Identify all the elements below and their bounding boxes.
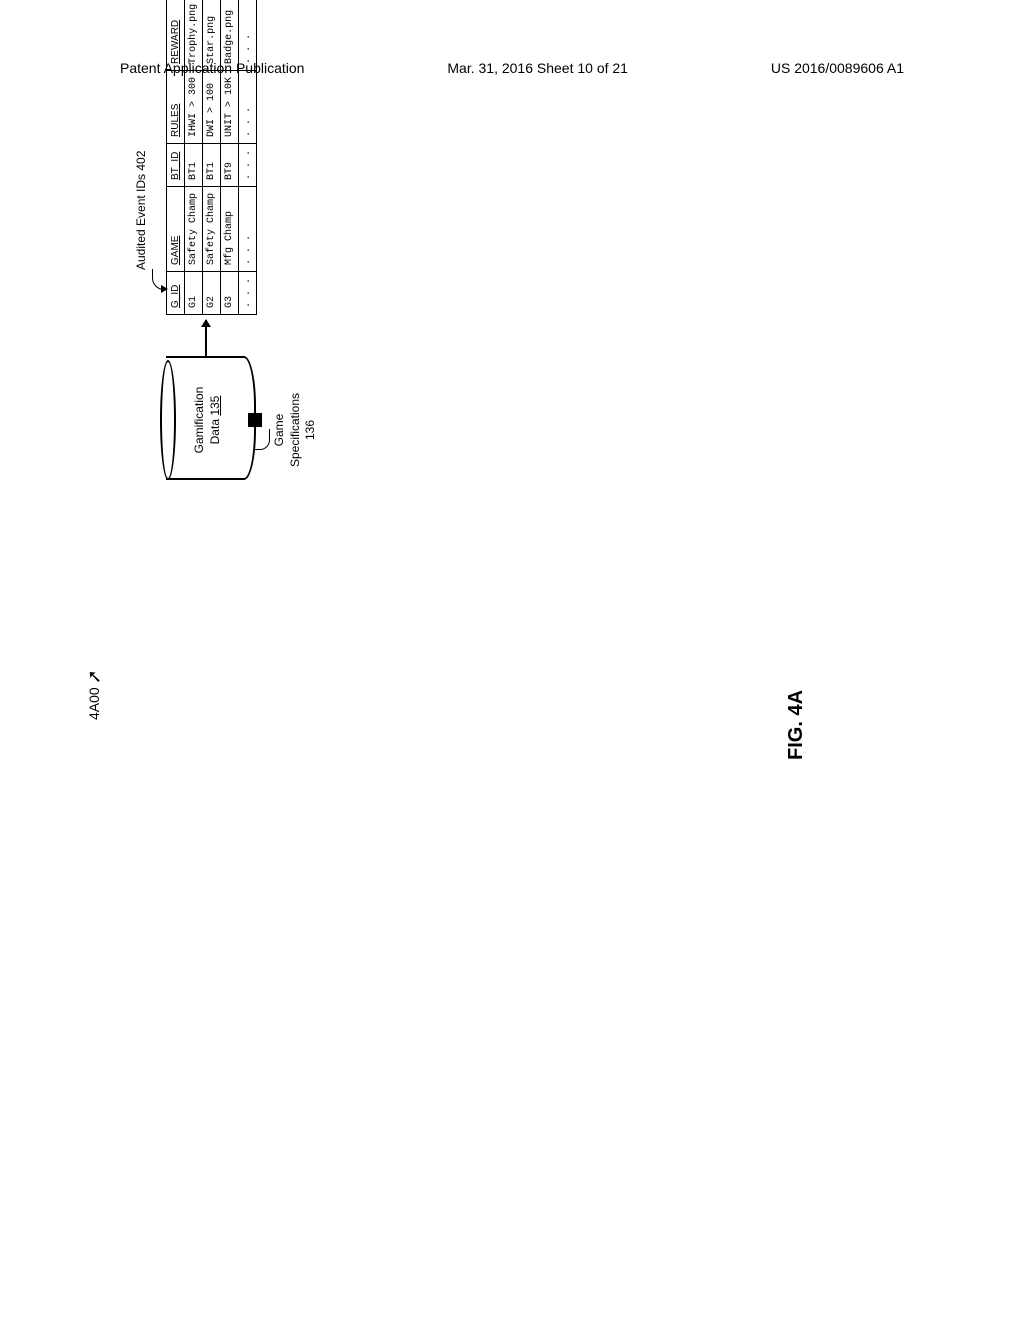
database-cylinder-icon: Gamification Data 135 (160, 360, 260, 480)
game-data-table: G_ID GAME BT_ID RULES REWARD PLAYER SOCI… (166, 0, 257, 315)
cylinder-label: Gamification Data 135 (192, 360, 223, 480)
page-header: Patent Application Publication Mar. 31, … (0, 60, 1024, 76)
header-center: Mar. 31, 2016 Sheet 10 of 21 (447, 60, 628, 76)
figure-caption: FIG. 4A (785, 690, 808, 760)
col-rules: RULES (167, 70, 185, 143)
table-row: . . . . . . . . . . . . . . . . . . . . … (239, 0, 257, 315)
game-spec-label: Game Specifications 136 (272, 365, 319, 495)
audited-hook-icon (152, 269, 167, 290)
figure-reference-label: 4A00 ➚ (85, 669, 103, 720)
col-g-id: G_ID (167, 271, 185, 314)
table-header-row: G_ID GAME BT_ID RULES REWARD PLAYER SOCI… (167, 0, 185, 315)
col-bt-id: BT_ID (167, 143, 185, 186)
reference-arrow-icon: ➚ (85, 669, 103, 684)
header-right: US 2016/0089606 A1 (771, 60, 904, 76)
col-game: GAME (167, 186, 185, 271)
table-row: G2 Safety Champ BT1 DWI > 100 Star.png G… (203, 0, 221, 315)
pointer-connector-icon (254, 429, 270, 450)
col-reward: REWARD (167, 0, 185, 70)
table-row: G3 Mfg Champ BT9 UNIT > 10K Badge.png Gr… (221, 0, 239, 315)
connector-arrow-icon (205, 320, 207, 358)
audited-event-ids-label: Audited Event IDs 402 (134, 151, 148, 270)
figure-content: Gamification Data 135 Game Specification… (160, 0, 260, 490)
game-spec-marker-icon (248, 413, 262, 427)
table-row: G1 Safety Champ BT1 IHWI > 300 Trophy.pn… (185, 0, 203, 315)
